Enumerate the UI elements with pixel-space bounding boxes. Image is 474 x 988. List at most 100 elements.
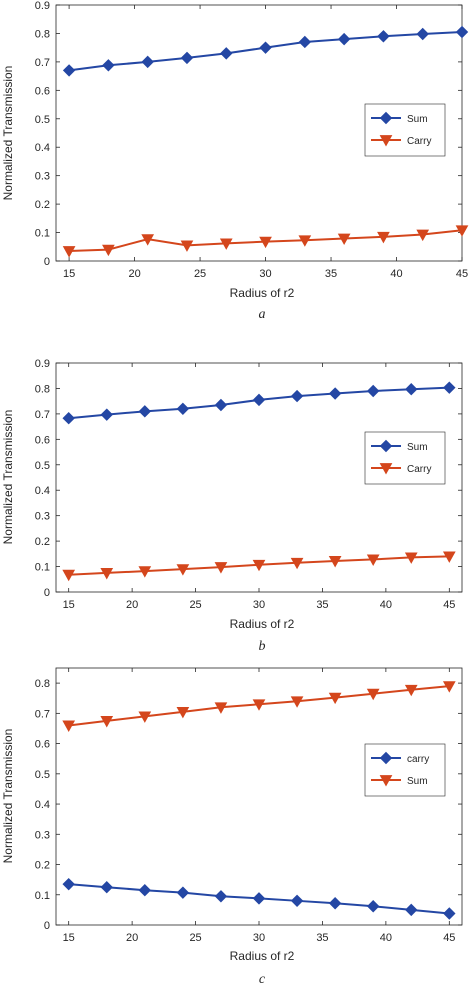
y-tick-label: 0.8: [35, 383, 50, 395]
data-point-sum: [102, 59, 115, 72]
x-axis-label: Radius of r2: [230, 286, 295, 300]
x-axis-label: Radius of r2: [230, 617, 295, 631]
x-tick-label: 35: [316, 599, 328, 611]
y-tick-label: 0.1: [35, 228, 50, 240]
data-point-sum: [290, 696, 304, 708]
y-tick-label: 0.9: [35, 358, 50, 370]
legend: Sum Carry: [364, 431, 446, 485]
panel-caption: a: [259, 307, 266, 322]
y-tick-label: 0.7: [35, 57, 50, 69]
data-point-carry: [290, 894, 304, 908]
x-tick-label: 20: [126, 599, 138, 611]
y-tick-label: 0.2: [35, 199, 50, 211]
data-point-sum: [252, 699, 266, 711]
data-point-carry: [290, 557, 304, 570]
data-point-carry: [62, 877, 75, 891]
legend-label: Sum: [407, 442, 428, 453]
data-point-carry: [404, 552, 418, 564]
y-tick-label: 0.2: [35, 536, 50, 548]
data-point-sum: [328, 692, 342, 705]
data-point-carry: [366, 554, 380, 566]
x-tick-label: 40: [390, 268, 402, 280]
x-tick-label: 30: [253, 932, 265, 944]
data-point-sum: [214, 398, 228, 412]
data-point-sum: [366, 688, 380, 701]
y-tick-label: 0.7: [35, 409, 50, 421]
y-tick-label: 0.1: [35, 890, 50, 902]
data-point-carry: [443, 907, 456, 920]
data-point-sum: [377, 30, 390, 43]
y-tick-label: 0.6: [35, 434, 50, 446]
data-point-sum: [328, 387, 342, 400]
y-tick-label: 0: [44, 920, 50, 932]
data-point-carry: [176, 564, 190, 576]
y-tick-label: 0.3: [35, 511, 50, 523]
data-point-carry: [328, 897, 342, 910]
data-point-sum: [252, 393, 266, 407]
x-tick-label: 25: [194, 268, 206, 280]
data-point-sum: [176, 706, 190, 719]
data-point-carry: [252, 892, 266, 905]
data-point-sum: [337, 32, 351, 46]
data-point-carry: [405, 903, 418, 917]
y-tick-label: 0: [44, 256, 50, 268]
y-tick-label: 0.4: [35, 142, 50, 154]
data-point-carry: [442, 551, 456, 563]
legend-label: Sum: [407, 114, 428, 125]
data-point-carry: [102, 244, 115, 257]
legend-label: carry: [407, 754, 429, 765]
data-point-sum: [180, 51, 194, 65]
plot-area-frame: [55, 4, 463, 262]
y-tick-label: 0.3: [35, 829, 50, 841]
y-tick-label: 0.5: [35, 114, 50, 126]
data-point-sum: [220, 47, 233, 60]
panel-caption: b: [259, 639, 266, 654]
data-point-carry: [252, 559, 266, 572]
data-point-sum: [416, 27, 429, 41]
data-point-carry: [366, 900, 380, 913]
x-tick-label: 35: [325, 268, 337, 280]
data-point-carry: [377, 231, 390, 244]
legend: Sum Carry: [364, 103, 446, 157]
data-point-sum: [405, 383, 418, 396]
y-tick-label: 0.2: [35, 860, 50, 872]
y-axis-label: Normalized Transmission: [1, 729, 15, 864]
data-point-sum: [455, 25, 469, 39]
chart-panel-a: 0 0.1 0.2 0.3 0.4 0.5 0.6 0.7 0.8 0.9 15 20 25 30 35 40…: [1, 0, 469, 322]
data-point-sum: [176, 402, 190, 416]
data-point-carry: [100, 568, 114, 580]
data-point-carry: [416, 229, 430, 242]
legend-box: [364, 431, 446, 485]
y-tick-label: 0.8: [35, 678, 50, 690]
data-point-carry: [259, 236, 272, 249]
y-tick-label: 0.6: [35, 85, 50, 97]
x-tick-label: 25: [189, 932, 201, 944]
data-point-sum: [290, 389, 304, 403]
data-point-carry: [176, 886, 190, 899]
legend-marker: [379, 775, 393, 787]
data-point-carry: [180, 240, 194, 252]
x-tick-label: 30: [259, 268, 271, 280]
data-point-carry: [214, 562, 228, 574]
x-tick-label: 40: [380, 599, 392, 611]
data-point-carry: [219, 238, 233, 250]
data-point-carry: [62, 246, 76, 258]
x-tick-label: 15: [63, 268, 75, 280]
legend: carry Sum: [364, 743, 446, 797]
y-tick-label: 0.9: [35, 0, 50, 12]
legend-marker: [379, 439, 393, 453]
data-point-carry: [138, 566, 152, 578]
legend-label: Carry: [407, 464, 431, 475]
x-tick-label: 35: [316, 932, 328, 944]
x-axis-label: Radius of r2: [230, 949, 295, 963]
y-tick-label: 0.5: [35, 769, 50, 781]
data-point-carry: [100, 880, 113, 894]
x-tick-label: 45: [456, 268, 468, 280]
y-tick-label: 0.1: [35, 562, 50, 574]
legend-label: Sum: [407, 776, 428, 787]
x-tick-label: 15: [63, 932, 75, 944]
y-tick-label: 0.5: [35, 460, 50, 472]
y-tick-label: 0.7: [35, 708, 50, 720]
x-tick-label: 15: [63, 599, 75, 611]
